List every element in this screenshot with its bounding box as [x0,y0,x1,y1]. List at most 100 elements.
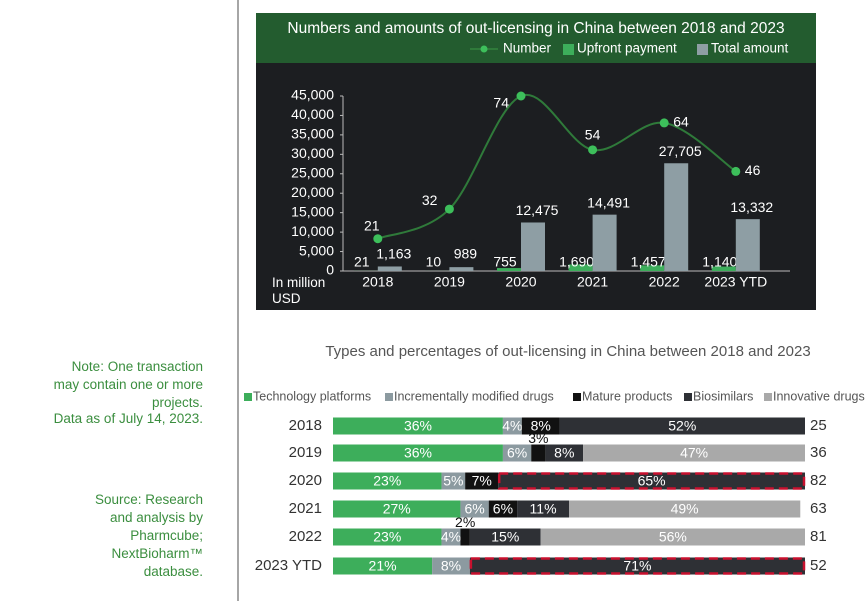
y-tick-label: 35,000 [291,126,334,142]
bar-segment [333,500,461,518]
value-label: 6% [464,501,484,517]
bar-segment [521,417,560,435]
value-label: 8% [554,445,574,461]
value-label: 1,163 [376,246,411,262]
value-label: 13,332 [730,199,773,215]
legend-label: Technology platforms [253,389,371,403]
value-label: 8% [531,418,551,434]
value-label: 6% [493,501,513,517]
value-label: 4% [441,529,461,545]
legend-swatch [563,44,574,55]
y-tick-label: 30,000 [291,145,334,161]
y-tick-label: 25,000 [291,164,334,180]
value-label: 2% [455,514,475,530]
value-label: 15% [491,529,519,545]
legend-label: Total amount [711,41,789,56]
bar-segment [559,417,805,435]
value-label: 989 [454,246,478,262]
line-marker [444,204,454,214]
legend-swatch [573,393,581,401]
value-label: 56% [659,529,687,545]
value-label: 74 [493,95,509,111]
value-label: 14,491 [587,194,630,210]
legend-swatch [244,393,252,401]
legend-label: Innovative drugs [773,389,865,403]
line-marker [516,91,526,101]
legend-swatch [684,393,692,401]
bar-segment [498,472,805,490]
value-label: 5% [443,473,463,489]
y-tick-label: 2020 [289,472,322,489]
bar-segment [583,444,805,462]
value-label: 1,690 [559,254,594,270]
bar-segment [441,472,466,490]
y-tick-label: 40,000 [291,106,334,122]
note: Data as of July 14, 2023. [53,411,203,426]
bar-segment [502,444,532,462]
y-tick-label: 2019 [289,444,322,461]
value-label: 54 [585,127,601,143]
line-marker [588,145,598,155]
bar-segment [432,557,470,575]
x-tick-label: 2019 [434,274,465,290]
bar [664,163,689,271]
value-label: 23% [373,529,401,545]
legend-label: Incrementally modified drugs [394,389,554,403]
count-label: 82 [810,472,827,489]
legend-swatch [697,44,708,55]
bar [735,219,760,271]
chart-title: Types and percentages of out-licensing i… [325,343,810,360]
bar-segment [531,444,546,462]
x-tick-label: 2018 [362,274,393,290]
legend-swatch [764,393,772,401]
x-tick-label: 2020 [505,274,536,290]
value-label: 6% [507,445,527,461]
value-label: 11% [530,501,557,517]
value-label: 49% [671,501,699,517]
y-tick-label: 5,000 [299,242,334,258]
bar-segment [469,557,805,575]
y-tick-label: 2018 [289,417,322,434]
bar [711,266,736,271]
bar [497,268,521,271]
highlight-outline [469,557,806,575]
legend-marker [480,45,488,53]
y-tick-label: 10,000 [291,223,334,239]
x-tick-label: 2022 [649,274,680,290]
legend-label: Mature products [582,389,672,403]
source: Source: Research and analysis by Pharmcu… [94,492,203,579]
value-label: 1,457 [631,254,666,270]
bar-segment [460,500,489,518]
value-label: 10 [426,254,442,270]
bar-segment [545,444,584,462]
value-label: 27% [383,501,411,517]
legend-label: Biosimilars [693,389,753,403]
value-label: 27,705 [659,143,702,159]
bar-segment [569,500,801,518]
bar-segment [502,417,522,435]
y-tick-label: 45,000 [291,87,334,103]
y-tick-label: 2021 [289,500,322,517]
value-label: 3% [528,430,548,446]
value-label: 7% [472,473,492,489]
value-label: 21% [369,558,397,574]
legend-label: Number [503,41,552,56]
chart1-header [256,13,816,63]
bar [592,214,617,271]
value-label: 65% [638,473,666,489]
count-label: 25 [810,417,827,434]
x-tick-label: 2023 YTD [704,274,767,290]
y-tick-label: 2022 [289,528,322,545]
highlight-outline [497,472,806,490]
line-marker [731,166,741,176]
value-label: 21 [354,254,370,270]
line-marker [373,234,383,244]
value-label: 36% [404,418,432,434]
y-tick-label: 15,000 [291,203,334,219]
value-label: 71% [623,558,651,574]
value-label: 32 [422,192,438,208]
bar [568,264,593,271]
note: Note: One transaction may contain one or… [53,359,203,410]
